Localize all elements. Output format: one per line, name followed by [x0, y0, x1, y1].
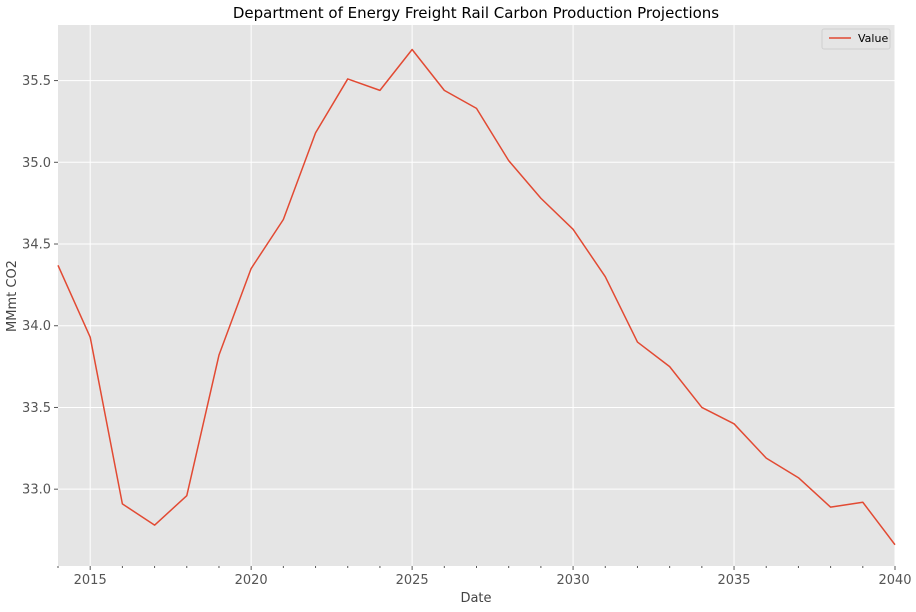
x-tick-label: 2030	[557, 573, 590, 588]
x-tick-label: 2035	[717, 573, 750, 588]
x-axis-label: Date	[460, 591, 491, 606]
axis-ticks: 2015 2020 2025 2030 2035 2040 33.0 33.5 34.0 34.5…	[22, 74, 912, 588]
legend-box	[821, 28, 891, 50]
x-tick-label: 2025	[396, 573, 429, 588]
legend: Value	[821, 28, 891, 50]
x-tick-label: 2040	[878, 573, 911, 588]
y-tick-label: 34.0	[22, 319, 51, 334]
chart-title: Department of Energy Freight Rail Carbon…	[233, 4, 719, 22]
y-tick-label: 33.0	[22, 483, 51, 498]
series-line-value	[57, 48, 896, 546]
x-tick-label: 2015	[74, 573, 107, 588]
legend-label-value: Value	[858, 32, 888, 45]
x-tick-label: 2020	[235, 573, 268, 588]
y-axis-label: MMmt CO2	[5, 260, 20, 332]
plot-area	[58, 25, 895, 566]
y-tick-label: 33.5	[22, 401, 51, 416]
gridlines	[58, 25, 896, 566]
y-tick-label: 35.0	[22, 156, 51, 171]
y-tick-label: 34.5	[22, 238, 51, 253]
series-layer	[57, 48, 896, 546]
y-tick-label: 35.5	[22, 74, 51, 89]
